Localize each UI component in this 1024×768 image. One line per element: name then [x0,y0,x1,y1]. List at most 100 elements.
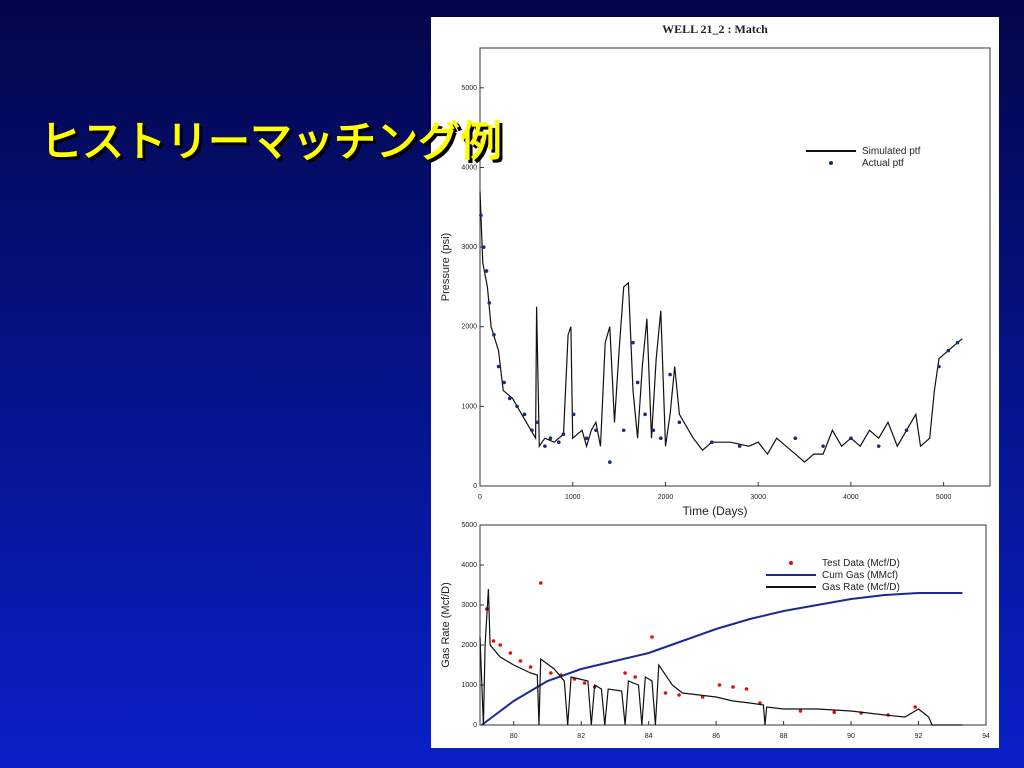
data-point [522,412,527,417]
x-tick-label: 86 [712,733,720,740]
y-tick-label: 3000 [461,244,477,251]
data-point [561,432,566,437]
plot-frame [479,47,991,487]
data-point [543,444,547,448]
data-point [668,372,672,377]
x-tick-label: 5000 [936,494,952,501]
data-point [530,428,534,433]
data-point [904,428,909,433]
data-point [731,685,735,689]
data-point [515,404,519,409]
data-point [717,683,722,687]
data-point [633,675,637,679]
data-point [492,332,496,337]
y-tick-label: 0 [473,483,477,490]
data-point [798,709,803,713]
data-point [832,710,836,714]
x-tick-label: 88 [780,733,788,740]
y-tick-label: 4000 [461,562,477,569]
data-point [643,412,647,417]
y-tick-label: 1000 [461,682,477,689]
y-tick-label: 3000 [461,602,477,609]
series-line [481,592,963,726]
y-tick-label: 0 [473,722,477,729]
data-point [621,428,626,433]
y-tick-label: 2000 [461,642,477,649]
data-point [635,380,640,385]
y-tick-label: 5000 [461,85,477,92]
data-point [528,665,533,669]
data-point [507,396,512,401]
y-tick-label: 2000 [461,324,477,331]
data-point [549,671,553,675]
x-tick-label: 94 [982,733,990,740]
y-tick-label: 1000 [461,403,477,410]
sheet-background [431,17,999,748]
legend-label: Cum Gas (MMcf) [822,570,898,581]
data-point [584,436,589,441]
data-point [481,245,486,249]
data-point [710,440,714,445]
chart-sheet: WELL 21_2 : Match Time (Days) Pressure (ps… [431,17,999,748]
data-point [631,340,635,345]
data-point [594,428,598,433]
y-axis-label: Pressure (psi) [440,233,452,301]
data-point [677,420,682,425]
data-point [651,428,656,433]
x-tick-label: 82 [577,733,585,740]
x-tick-label: 84 [645,733,653,740]
y-tick-label: 4000 [461,164,477,171]
data-point [538,581,543,585]
data-point [744,687,749,691]
data-point [484,269,489,273]
data-point [571,412,576,417]
data-point [659,436,663,441]
data-point [518,659,523,663]
plot-frame [479,524,987,726]
x-tick-label: 92 [915,733,923,740]
series-line [479,588,963,726]
x-axis-label: Time (Days) [683,504,748,518]
x-tick-label: 0 [478,494,482,501]
data-point [535,420,540,425]
data-point [502,380,506,385]
data-point [498,643,503,647]
data-point [946,348,951,353]
y-tick-label: 5000 [461,522,477,529]
x-tick-label: 4000 [843,494,859,501]
data-point [548,436,553,441]
y-axis-label: Gas Rate (Mcf/D) [440,582,452,668]
data-point [677,693,681,697]
data-point [876,444,881,448]
data-point [913,705,917,709]
x-tick-label: 1000 [565,494,581,501]
data-point [479,213,483,218]
data-point [955,340,960,345]
chart-title: WELL 21_2 : Match [662,22,768,36]
data-point [508,651,513,655]
legend-swatch [829,161,833,165]
legend-label: Test Data (Mcf/D) [822,558,900,569]
slide-title: ヒストリーマッチング例 [40,118,503,165]
data-point [557,440,561,445]
data-point [821,444,825,448]
data-point [582,681,587,685]
data-point [491,639,496,643]
data-point [650,635,654,639]
data-point [487,301,492,305]
x-tick-label: 3000 [750,494,766,501]
data-point [623,671,627,675]
legend-label: Simulated ptf [862,146,921,157]
x-tick-label: 90 [847,733,855,740]
data-point [737,444,742,448]
data-point [849,436,853,441]
data-point [608,460,612,464]
data-point [663,691,668,695]
series-line [479,191,963,463]
data-point [496,364,501,369]
x-tick-label: 80 [510,733,518,740]
x-tick-label: 2000 [658,494,674,501]
legend-swatch [789,561,793,565]
data-point [793,436,798,441]
